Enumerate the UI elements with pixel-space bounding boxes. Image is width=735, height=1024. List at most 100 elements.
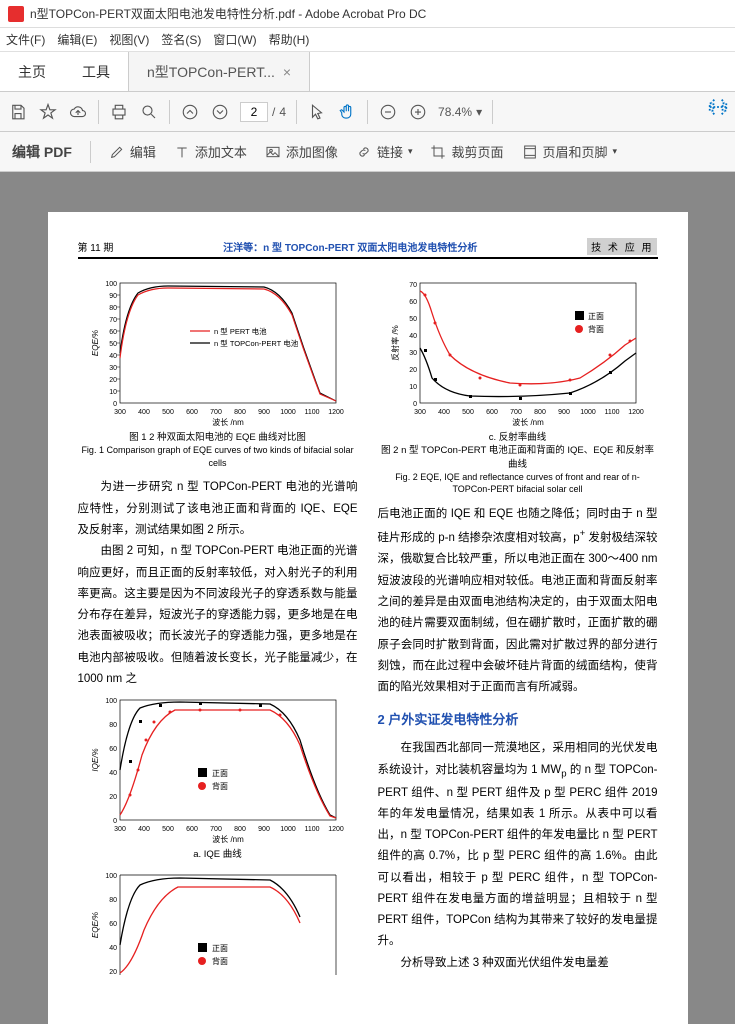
- add-text-tool[interactable]: 添加文本: [174, 142, 247, 161]
- svg-text:波长 /nm: 波长 /nm: [212, 834, 244, 844]
- svg-text:90: 90: [109, 293, 117, 300]
- svg-text:400: 400: [138, 409, 150, 416]
- svg-text:70: 70: [409, 282, 417, 289]
- svg-text:波长 /nm: 波长 /nm: [212, 417, 244, 427]
- two-column-layout: 0102030405060708090100 30040050060070080…: [78, 273, 658, 983]
- tab-document[interactable]: n型TOPCon-PERT... ×: [128, 52, 310, 91]
- figure-2-caption: c. 反射率曲线 图 2 n 型 TOPCon-PERT 电池正面和背面的 IQ…: [378, 431, 658, 496]
- crop-tool[interactable]: 裁剪页面: [430, 142, 503, 161]
- right-column: 010203040506070 300400500600700800900100…: [378, 273, 658, 983]
- add-image-tool[interactable]: 添加图像: [265, 142, 338, 161]
- figure-1-chart: 0102030405060708090100 30040050060070080…: [78, 277, 358, 427]
- pointer-icon[interactable]: [307, 102, 327, 122]
- svg-text:80: 80: [109, 722, 117, 729]
- document-viewport[interactable]: 第 11 期 汪洋等：n 型 TOPCon-PERT 双面太阳电池发电特性分析 …: [0, 172, 735, 1024]
- svg-text:40: 40: [109, 353, 117, 360]
- svg-text:IQE/%: IQE/%: [91, 749, 100, 772]
- page-up-icon[interactable]: [180, 102, 200, 122]
- search-icon[interactable]: [139, 102, 159, 122]
- tab-tools[interactable]: 工具: [64, 52, 128, 91]
- svg-text:800: 800: [234, 826, 246, 833]
- star-icon[interactable]: [38, 102, 58, 122]
- menu-help[interactable]: 帮助(H): [269, 31, 310, 48]
- separator: [367, 100, 368, 124]
- svg-text:正面: 正面: [588, 312, 604, 321]
- svg-text:EQE/%: EQE/%: [91, 330, 100, 356]
- svg-text:EQE/%: EQE/%: [91, 912, 100, 938]
- menu-file[interactable]: 文件(F): [6, 31, 45, 48]
- paper-title: 汪洋等：n 型 TOPCon-PERT 双面太阳电池发电特性分析: [223, 239, 477, 254]
- figure-1-caption: 图 1 2 种双面太阳电池的 EQE 曲线对比图 Fig. 1 Comparis…: [78, 431, 358, 469]
- svg-text:波长 /nm: 波长 /nm: [512, 417, 544, 427]
- svg-text:1000: 1000: [580, 409, 596, 416]
- menu-window[interactable]: 窗口(W): [213, 31, 256, 48]
- figure-iqe-chart: 020406080100 300400500600700800900100011…: [78, 694, 358, 844]
- close-icon[interactable]: ×: [283, 64, 291, 80]
- svg-text:60: 60: [109, 921, 117, 928]
- svg-text:100: 100: [105, 698, 117, 705]
- fit-width-icon[interactable]: [707, 96, 729, 123]
- edit-pdf-label: 编辑 PDF: [12, 142, 72, 162]
- svg-text:1000: 1000: [280, 826, 296, 833]
- svg-text:正面: 正面: [212, 944, 228, 953]
- svg-text:800: 800: [234, 409, 246, 416]
- svg-text:背面: 背面: [212, 781, 228, 791]
- window-titlebar: n型TOPCon-PERT双面太阳电池发电特性分析.pdf - Adobe Ac…: [0, 0, 735, 28]
- svg-text:100: 100: [105, 873, 117, 880]
- menu-bar: 文件(F) 编辑(E) 视图(V) 签名(S) 窗口(W) 帮助(H): [0, 28, 735, 52]
- svg-text:40: 40: [109, 770, 117, 777]
- save-icon[interactable]: [8, 102, 28, 122]
- section-heading: 2 户外实证发电特性分析: [378, 708, 658, 732]
- cloud-icon[interactable]: [68, 102, 88, 122]
- figure-2-chart: 010203040506070 300400500600700800900100…: [378, 277, 658, 427]
- figure-eqe2-chart: 10080604020 EQE/% 正面 背面: [78, 869, 358, 979]
- svg-text:20: 20: [109, 794, 117, 801]
- svg-text:700: 700: [210, 409, 222, 416]
- paragraph: 由图 2 可知，n 型 TOPCon-PERT 电池正面的光谱响应更好，而且正面…: [78, 541, 358, 690]
- svg-text:100: 100: [105, 281, 117, 288]
- svg-text:70: 70: [109, 317, 117, 324]
- svg-text:60: 60: [109, 746, 117, 753]
- svg-text:n 型 PERT 电池: n 型 PERT 电池: [214, 326, 267, 336]
- svg-text:1100: 1100: [304, 409, 319, 416]
- svg-text:50: 50: [409, 316, 417, 323]
- menu-view[interactable]: 视图(V): [109, 31, 149, 48]
- svg-text:30: 30: [109, 365, 117, 372]
- svg-text:1100: 1100: [604, 409, 619, 416]
- svg-text:0: 0: [113, 401, 117, 408]
- link-tool[interactable]: 链接▾: [356, 142, 413, 161]
- zoom-level[interactable]: 78.4% ▾: [438, 105, 482, 119]
- menu-sign[interactable]: 签名(S): [161, 31, 201, 48]
- edit-tool[interactable]: 编辑: [109, 142, 156, 161]
- svg-text:背面: 背面: [588, 324, 604, 334]
- header-footer-tool[interactable]: 页眉和页脚▾: [522, 142, 618, 161]
- svg-text:1100: 1100: [304, 826, 319, 833]
- page-down-icon[interactable]: [210, 102, 230, 122]
- tab-document-label: n型TOPCon-PERT...: [147, 62, 275, 82]
- zoom-in-icon[interactable]: [408, 102, 428, 122]
- svg-text:正面: 正面: [212, 769, 228, 778]
- svg-text:80: 80: [109, 897, 117, 904]
- edit-pdf-toolbar: 编辑 PDF 编辑 添加文本 添加图像 链接▾ 裁剪页面 页眉和页脚▾: [0, 132, 735, 172]
- svg-text:700: 700: [510, 409, 522, 416]
- separator: [169, 100, 170, 124]
- paragraph: 为进一步研究 n 型 TOPCon-PERT 电池的光谱响应特性，分别测试了该电…: [78, 477, 358, 541]
- svg-text:40: 40: [109, 945, 117, 952]
- tab-bar: 主页 工具 n型TOPCon-PERT... ×: [0, 52, 735, 92]
- print-icon[interactable]: [109, 102, 129, 122]
- svg-text:10: 10: [109, 389, 117, 396]
- page-number: / 4: [240, 102, 286, 122]
- menu-edit[interactable]: 编辑(E): [57, 31, 97, 48]
- svg-text:20: 20: [109, 969, 117, 976]
- svg-text:300: 300: [414, 409, 426, 416]
- paragraph: 在我国西北部同一荒漠地区，采用相同的光伏发电系统设计，对比装机容量均为 1 MW…: [378, 738, 658, 952]
- hand-icon[interactable]: [337, 102, 357, 122]
- zoom-out-icon[interactable]: [378, 102, 398, 122]
- issue-label: 第 11 期: [78, 239, 114, 254]
- separator: [492, 100, 493, 124]
- tab-home[interactable]: 主页: [0, 52, 64, 91]
- svg-text:40: 40: [409, 333, 417, 340]
- svg-text:50: 50: [109, 341, 117, 348]
- page-current-input[interactable]: [240, 102, 268, 122]
- figure-iqe-sub: a. IQE 曲线: [78, 848, 358, 861]
